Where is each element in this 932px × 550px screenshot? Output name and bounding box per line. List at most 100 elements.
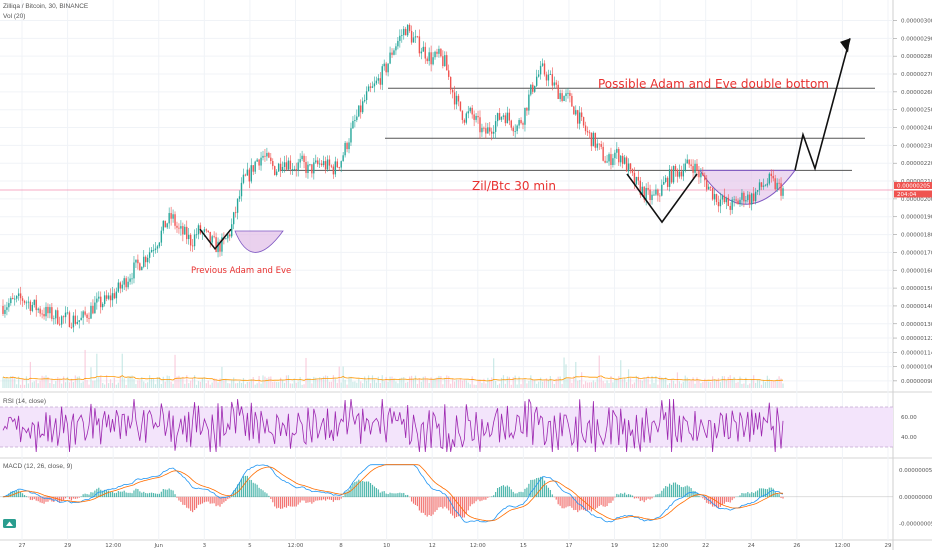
macd-histogram-bar [608, 496, 610, 504]
volume-bar [246, 381, 248, 388]
price-candles[interactable] [2, 23, 784, 333]
candle-body [240, 182, 243, 197]
candle-body [268, 152, 270, 158]
candle-body [524, 107, 526, 125]
macd-histogram-bar [360, 481, 362, 498]
volume-bar [317, 379, 319, 388]
volume-bar [403, 377, 405, 388]
price-axis[interactable]: 0.00000300 0.00000290 0.00000280 0.00000270… [893, 18, 932, 528]
volume-bar [590, 382, 593, 388]
macd-histogram-bar [231, 494, 233, 498]
candle-body [672, 166, 675, 183]
volume-ma-line [2, 375, 783, 382]
candle-body [620, 155, 622, 163]
candle-body [412, 37, 415, 43]
volume-bar [745, 377, 747, 388]
macd-histogram-bar [47, 496, 49, 502]
macd-histogram-bar [242, 476, 245, 498]
macd-histogram-bar [209, 496, 211, 504]
price-tick-label: 0.00000114 [901, 350, 932, 356]
last-price-label: 0.00000205 [897, 183, 931, 189]
volume-bar [428, 382, 430, 388]
volume-bar [453, 381, 456, 388]
candle-body [715, 194, 718, 203]
volume-bar [121, 353, 123, 388]
candle-body [53, 318, 55, 320]
macd-histogram-bar [493, 495, 495, 498]
candle-body [444, 55, 446, 67]
volume-bar [123, 378, 125, 388]
volume-bar [287, 375, 290, 388]
volume-bar [586, 382, 589, 388]
candle-body [57, 310, 59, 324]
macd-pane[interactable] [0, 464, 893, 523]
macd-histogram-bar [264, 492, 266, 498]
volume-bar [51, 379, 53, 388]
volume-bar [213, 378, 215, 388]
macd-histogram-bar [577, 496, 579, 513]
macd-histogram-bar [287, 496, 290, 506]
volume-bar [414, 375, 417, 388]
macd-histogram-bar [641, 496, 643, 501]
candle-body [213, 236, 215, 238]
volume-bar [506, 376, 508, 388]
candle-body [29, 301, 32, 311]
volume-bar [254, 384, 256, 388]
time-axis[interactable]: 27 29 12:00 Jun 3 5 12:00 8 10 12 12:00 15 17 19 12:00… [19, 543, 892, 549]
volume-bar [178, 375, 180, 388]
candle-body [653, 194, 655, 196]
macd-histogram-bar [168, 488, 170, 498]
macd-histogram-bar [25, 496, 28, 498]
rsi-pane[interactable] [0, 398, 893, 453]
candle-body [4, 309, 6, 314]
macd-histogram-bar [741, 492, 743, 498]
volume-bar [526, 383, 528, 388]
macd-histogram-bar [418, 496, 420, 511]
macd-histogram-bar [782, 496, 784, 499]
volume-bar [567, 378, 569, 388]
volume-bar [182, 376, 184, 388]
macd-histogram-bar [579, 496, 581, 511]
macd-histogram-bar [770, 487, 772, 498]
volume-bar [145, 383, 147, 388]
candle-body [782, 188, 784, 196]
macd-histogram-bar [323, 496, 325, 500]
volume-bar [31, 382, 33, 388]
candle-body [723, 195, 726, 203]
macd-histogram-bar [326, 496, 329, 500]
volume-bar [223, 379, 225, 388]
candle-body [43, 314, 45, 317]
candle-body [618, 148, 620, 163]
candle-body [145, 256, 147, 263]
candle-body [395, 46, 397, 51]
candle-body [246, 169, 249, 176]
candle-body [717, 202, 720, 207]
price-tick-label: 0.00000170 [901, 250, 932, 256]
volume-bar [326, 375, 329, 388]
macd-histogram-bar [201, 496, 203, 504]
volume-bar [633, 382, 636, 388]
volume-bar [500, 377, 503, 388]
volume-bar [498, 383, 501, 388]
macd-histogram-bar [776, 493, 778, 498]
candle-body [563, 96, 565, 102]
candle-body [242, 174, 245, 183]
macd-title: MACD (12, 26, close, 9) [3, 463, 73, 470]
macd-histogram-bar [725, 496, 727, 502]
macd-histogram-bar [698, 495, 700, 498]
macd-histogram-bar [188, 496, 190, 509]
candle-body [543, 63, 546, 75]
candle-body [137, 259, 139, 264]
candle-body [360, 105, 362, 113]
candle-body [426, 58, 428, 62]
volume-bar [467, 382, 469, 388]
candle-body [98, 296, 100, 299]
macd-histogram-bar [78, 496, 80, 498]
price-tick-label: 0.00000200 [901, 197, 932, 203]
candle-body [467, 111, 469, 114]
volume-bar [717, 377, 720, 388]
volume-bar [641, 380, 643, 388]
volume-bar [676, 372, 679, 388]
macd-histogram-bar [590, 496, 593, 512]
